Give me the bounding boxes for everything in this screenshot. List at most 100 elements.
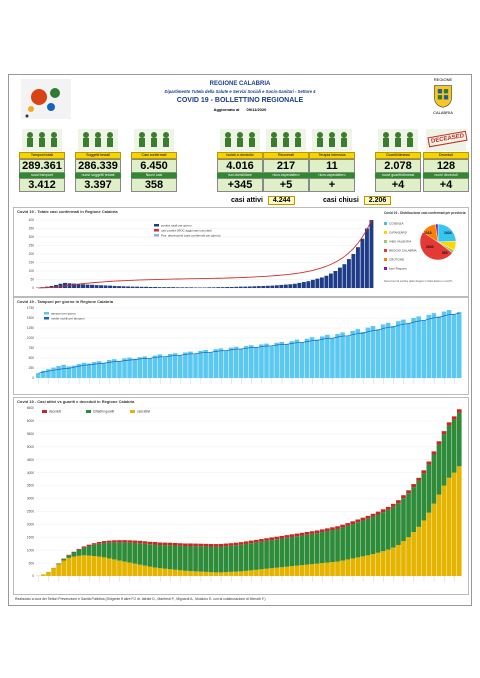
active-bar (355, 557, 361, 576)
bar (184, 287, 189, 288)
recovered-bar (86, 546, 92, 556)
recovered-bar (289, 536, 295, 567)
bar (144, 286, 149, 288)
bar (259, 344, 264, 378)
bar (137, 357, 142, 378)
pie-data-label: 1024 (444, 231, 452, 235)
active-bar (152, 567, 158, 576)
active-bar (198, 571, 203, 576)
recovered-bar (76, 549, 82, 556)
active-bar (147, 566, 153, 576)
deceased-bar (314, 530, 320, 534)
deceased-bar (360, 517, 366, 521)
active-bar (66, 557, 72, 576)
closed-cases-label: casi chiusi (323, 197, 359, 204)
active-bar (274, 567, 280, 576)
pie-legend-label: REGGIO CALABRIA (389, 249, 417, 253)
deceased-bar (178, 543, 183, 546)
bar (61, 364, 66, 378)
header: REGIONE CALABRIA Dipartimento Tutela del… (9, 75, 471, 127)
bar (320, 336, 325, 378)
active-bar (193, 571, 198, 576)
deceased-bar (76, 548, 82, 550)
region-title: REGIONE CALABRIA (209, 81, 271, 87)
stat-tile: Tamponi totali 289.361 nuovi tamponi 3.412 (19, 129, 65, 192)
active-bar (259, 569, 264, 576)
bar (142, 356, 148, 378)
bar (315, 278, 320, 288)
recovered-bar (431, 454, 437, 504)
tile-label: Terapia intensiva (309, 152, 355, 159)
bar (360, 238, 365, 288)
pie-data-label: 2043 (426, 245, 434, 249)
active-cases-value: 4.244 (267, 196, 296, 205)
deceased-bar (223, 543, 229, 547)
y-tick-label: 1500 (27, 316, 34, 320)
deceased-bar (304, 531, 310, 535)
recovered-bar (259, 541, 264, 570)
recovered-bar (162, 545, 168, 569)
bar (54, 284, 58, 288)
recovered-bar (193, 546, 198, 572)
y-tick-label: 1750 (27, 306, 34, 310)
chart2-title: Covid 19 - Tamponi per giorno in Regione… (17, 299, 113, 304)
active-bar (46, 572, 51, 576)
recovered-bar (426, 464, 432, 513)
bar (238, 286, 243, 288)
active-bar (330, 562, 335, 576)
legend-label: positivi totali per giorno (161, 223, 192, 227)
pie-legend-swatch (384, 258, 387, 261)
recovered-bar (254, 542, 259, 570)
tile-sublabel: isol.domiciliare (217, 173, 263, 178)
legend-swatch (44, 317, 49, 320)
bar (132, 358, 137, 378)
bar (441, 311, 447, 378)
bar (426, 314, 432, 378)
bar (328, 273, 333, 288)
bar (127, 357, 132, 378)
deceased-bar (385, 506, 391, 510)
tile-subvalue: +4 (375, 178, 421, 192)
bar (431, 313, 437, 378)
recovered-bar (249, 543, 254, 571)
people-icon (78, 129, 118, 151)
active-bar (406, 537, 411, 576)
pie-legend-swatch (384, 249, 387, 252)
bar (157, 354, 163, 378)
recovered-bar (107, 542, 112, 559)
bar (324, 275, 329, 288)
logo-text-top: REGIONE (433, 77, 453, 82)
bar (121, 286, 126, 288)
bar (325, 334, 330, 378)
deceased-bar (441, 431, 447, 435)
deceased-bar (91, 543, 97, 545)
y-tick-label: 2000 (27, 523, 34, 527)
recovered-bar (167, 545, 173, 570)
swabs-panel: Covid 19 - Tamponi per giorno in Regione… (13, 297, 469, 395)
closed-cases: casi chiusi 2.206 (323, 196, 392, 207)
bar (171, 287, 176, 288)
active-bar (117, 560, 122, 576)
y-tick-label: 750 (29, 346, 35, 350)
recovered-bar (112, 542, 117, 560)
deceased-icon: DECEASED (426, 129, 468, 151)
bar (208, 352, 213, 378)
recovered-bar (218, 546, 224, 573)
y-tick-label: 250 (29, 366, 35, 370)
legend-label: Pos. decrescenti (casi confermati per gi… (161, 233, 221, 237)
active-bar (396, 544, 401, 576)
y-tick-label: 0 (32, 286, 34, 290)
tile-label: Tamponi totali (19, 152, 65, 159)
active-bar (385, 549, 391, 576)
deceased-bar (152, 541, 158, 545)
bar (198, 287, 203, 288)
bar (243, 346, 249, 378)
deceased-bar (107, 540, 112, 543)
bar (162, 287, 167, 288)
bar (103, 285, 108, 288)
bar (56, 366, 61, 378)
bar (256, 286, 261, 288)
deceased-bar (137, 540, 143, 544)
confirmed-cases-panel: Covid 19 - Totale casi confermati in Reg… (13, 207, 469, 297)
closed-cases-value: 2.206 (363, 196, 392, 205)
